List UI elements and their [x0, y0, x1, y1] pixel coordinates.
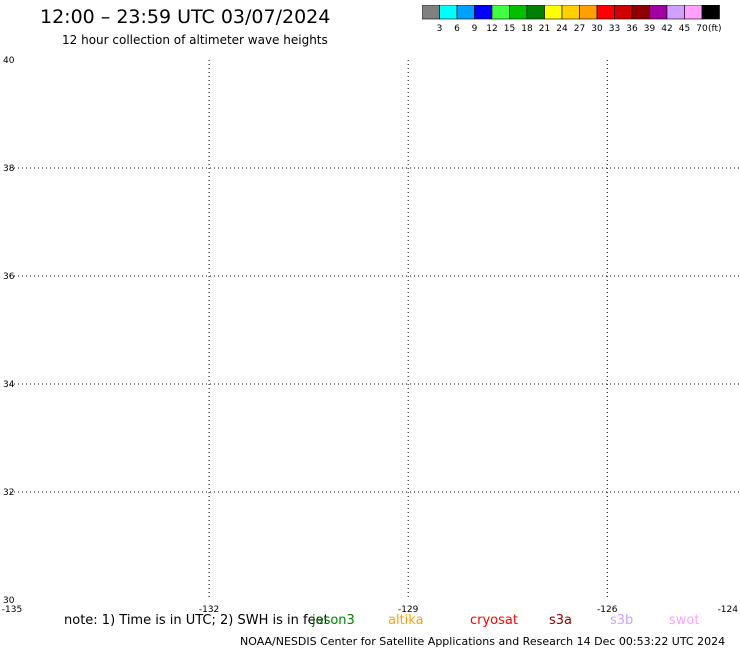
colorbar-label: 30 — [591, 24, 603, 34]
page-subtitle: 12 hour collection of altimeter wave hei… — [62, 33, 328, 47]
colorbar-label: 36 — [626, 24, 638, 34]
satellite-name-altika: altika — [388, 613, 424, 628]
colorbar-swatch — [701, 5, 720, 20]
colorbar-label: 12 — [486, 24, 497, 34]
y-tick-label: 32 — [3, 488, 14, 498]
colorbar-label: 15 — [504, 24, 515, 34]
color-scale-legend: 3 6 9 12 15 18 21 24 27 30 33 36 39 42 45 70 (ft) — [422, 5, 722, 34]
colorbar-label: 33 — [609, 24, 620, 34]
satellite-name-s3b: s3b — [610, 613, 634, 628]
x-tick-label: -126 — [597, 605, 618, 615]
x-tick-label: -135 — [2, 605, 22, 615]
x-tick-label: -132 — [199, 605, 219, 615]
colorbar-unit: (ft) — [708, 24, 722, 34]
x-tick-label: -124 — [718, 605, 739, 615]
x-tick-label: -129 — [398, 605, 419, 615]
y-tick-label: 34 — [3, 380, 15, 390]
colorbar-label: 21 — [539, 24, 550, 34]
footer-note: note: 1) Time is in UTC; 2) SWH is in fe… — [64, 613, 329, 628]
satellite-name-cryosat: cryosat — [470, 613, 518, 628]
y-tick-label: 40 — [3, 56, 15, 66]
colorbar-label: 3 — [437, 24, 443, 34]
colorbar-label: 18 — [521, 24, 533, 34]
colorbar-label: 27 — [574, 24, 585, 34]
colorbar-label: 9 — [472, 24, 478, 34]
satellite-name-swot: swot — [669, 613, 700, 628]
credit-line: NOAA/NESDIS Center for Satellite Applica… — [240, 635, 726, 648]
colorbar-label: 42 — [661, 24, 672, 34]
colorbar-label: 39 — [644, 24, 656, 34]
colorbar-label: 45 — [679, 24, 690, 34]
colorbar-label: 24 — [556, 24, 568, 34]
colorbar-label: 6 — [454, 24, 460, 34]
satellite-name-jason3: jason3 — [312, 613, 355, 628]
y-tick-label: 38 — [3, 164, 15, 174]
y-tick-label: 30 — [3, 596, 15, 606]
colorbar-label: 70 — [696, 24, 708, 34]
page-title: 12:00 – 23:59 UTC 03/07/2024 — [40, 6, 331, 28]
y-tick-label: 36 — [3, 272, 15, 282]
satellite-name-s3a: s3a — [549, 613, 573, 628]
